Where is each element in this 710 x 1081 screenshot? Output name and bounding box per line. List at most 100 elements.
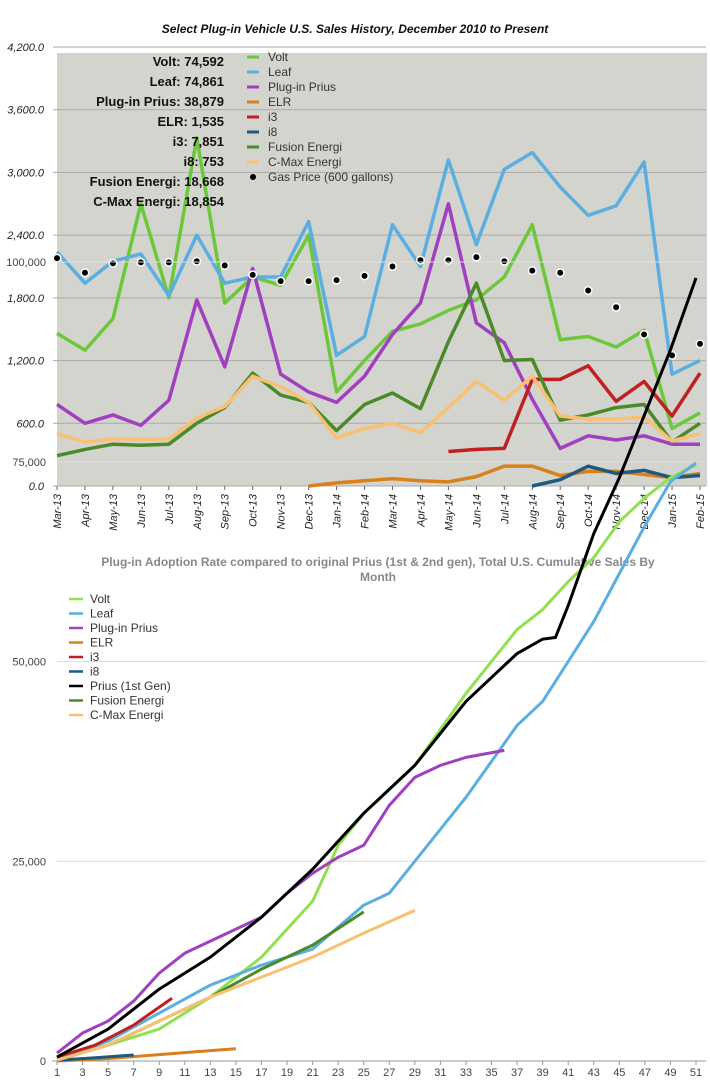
x-tick-label: 13 xyxy=(204,1067,216,1079)
chart1-title: Select Plug-in Vehicle U.S. Sales Histor… xyxy=(162,22,550,36)
y-tick-label: 50,000 xyxy=(12,657,46,669)
series-line-volt xyxy=(56,136,701,431)
legend-label: Prius (1st Gen) xyxy=(90,679,171,693)
x-tick-label: 7 xyxy=(131,1067,137,1079)
x-tick-label: Dec-13 xyxy=(304,493,316,529)
series-line-prius-1st-gen- xyxy=(56,277,698,1059)
series-line-plug-in-prius xyxy=(56,202,700,451)
y-tick-label: 600.0 xyxy=(16,418,44,430)
total-label: i3: 7,851 xyxy=(173,134,224,149)
x-tick-label: Nov-13 xyxy=(276,493,288,529)
legend-label: Volt xyxy=(90,592,111,606)
x-tick-label: 33 xyxy=(460,1067,472,1079)
x-tick-label: 43 xyxy=(588,1067,600,1079)
legend-label: ELR xyxy=(268,95,292,109)
legend-label: i3 xyxy=(90,650,100,664)
gas-price-point xyxy=(109,260,116,267)
x-tick-label: 15 xyxy=(230,1067,242,1079)
x-tick-label: 9 xyxy=(156,1067,162,1079)
x-tick-label: May-14 xyxy=(443,494,455,531)
y-tick-label: 3,600.0 xyxy=(7,105,45,117)
series-line-leaf xyxy=(55,150,701,376)
gas-price-point xyxy=(613,304,620,311)
gas-price-point xyxy=(361,272,368,279)
x-tick-label: Mar-14 xyxy=(387,494,399,529)
gas-price-point xyxy=(585,287,592,294)
x-tick-label: 11 xyxy=(179,1067,190,1079)
x-tick-label: Oct-13 xyxy=(248,493,260,527)
x-tick-label: 17 xyxy=(255,1067,267,1079)
gas-price-point xyxy=(473,254,480,261)
y-tick-label: 100,000 xyxy=(6,257,46,269)
x-tick-label: 41 xyxy=(562,1067,574,1079)
x-tick-label: Mar-13 xyxy=(52,493,64,529)
x-tick-label: Aug-14 xyxy=(527,494,539,530)
gas-price-point xyxy=(641,331,648,338)
gas-price-point xyxy=(305,278,312,285)
y-tick-label: 1,200.0 xyxy=(7,356,45,368)
x-tick-label: 35 xyxy=(485,1067,497,1079)
x-tick-label: Jul-13 xyxy=(164,493,176,525)
x-tick-label: 37 xyxy=(511,1067,523,1079)
x-tick-label: Sep-13 xyxy=(220,493,232,529)
chart2-title-line2: Month xyxy=(360,570,396,584)
x-tick-label: May-13 xyxy=(108,493,120,531)
x-tick-label: Jan-15 xyxy=(667,493,679,529)
x-tick-label: Jun-13 xyxy=(136,493,148,529)
legend-label: Leaf xyxy=(268,65,292,79)
x-tick-label: 1 xyxy=(54,1067,60,1079)
legend-label: Plug-in Prius xyxy=(90,621,158,635)
legend-label: Volt xyxy=(268,50,289,64)
x-tick-label: Apr-14 xyxy=(415,494,427,528)
legend-label: Fusion Energi xyxy=(268,140,342,154)
series-line-i3 xyxy=(448,364,702,454)
x-tick-label: 27 xyxy=(383,1067,395,1079)
legend-label: i3 xyxy=(268,110,278,124)
legend-label: Plug-in Prius xyxy=(268,80,336,94)
gas-price-point xyxy=(333,277,340,284)
gas-price-point xyxy=(81,269,88,276)
y-tick-label: 4,200.0 xyxy=(7,42,45,54)
gas-price-point xyxy=(54,255,60,262)
x-tick-label: 49 xyxy=(664,1067,676,1079)
x-tick-label: 25 xyxy=(358,1067,370,1079)
legend-label: C-Max Energi xyxy=(268,155,341,169)
x-tick-label: 39 xyxy=(537,1067,549,1079)
series-line-elr xyxy=(308,464,701,488)
total-label: ELR: 1,535 xyxy=(158,114,224,129)
total-label: Plug-in Prius: 38,879 xyxy=(96,94,224,109)
y-tick-label: 3,000.0 xyxy=(7,167,45,179)
gas-price-point xyxy=(501,258,508,265)
x-tick-label: 29 xyxy=(409,1067,421,1079)
chart2-title: Plug-in Adoption Rate compared to origin… xyxy=(101,555,655,569)
gas-price-point xyxy=(221,262,228,269)
legend-label: Gas Price (600 gallons) xyxy=(268,170,393,184)
x-tick-label: Jul-14 xyxy=(499,494,511,525)
x-tick-label: 23 xyxy=(332,1067,344,1079)
legend-label: i8 xyxy=(268,125,278,139)
y-tick-label: 25,000 xyxy=(12,856,46,868)
gas-price-point xyxy=(697,340,703,347)
legend-label: Fusion Energi xyxy=(90,694,164,708)
gas-price-point xyxy=(669,352,676,359)
total-label: Leaf: 74,861 xyxy=(150,74,224,89)
x-tick-label: 3 xyxy=(79,1067,85,1079)
y-tick-label: 2,400.0 xyxy=(6,230,45,242)
x-tick-label: Feb-15 xyxy=(695,493,707,529)
gas-price-point xyxy=(249,271,256,278)
legend-label: C-Max Energi xyxy=(90,708,163,722)
x-tick-label: Sep-14 xyxy=(555,494,567,529)
y-tick-label: 0 xyxy=(40,1056,46,1068)
y-tick-label: 1,800.0 xyxy=(7,293,45,305)
gas-price-point xyxy=(277,278,284,285)
x-tick-label: Aug-13 xyxy=(192,493,204,530)
x-tick-label: Jan-14 xyxy=(332,494,344,529)
series-line-plug-in-prius xyxy=(56,748,505,1055)
legend-label: Leaf xyxy=(90,607,114,621)
legend-label: i8 xyxy=(90,665,100,679)
total-label: C-Max Energi: 18,854 xyxy=(93,194,225,209)
x-tick-label: 5 xyxy=(105,1067,111,1079)
y-tick-label: 0.0 xyxy=(29,481,45,493)
series-line-c-max-energi xyxy=(56,374,701,444)
